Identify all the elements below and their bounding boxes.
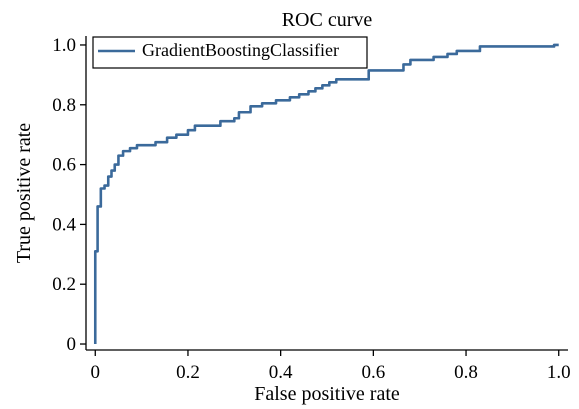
y-axis-ticks: 0 0.2 0.4 0.6 0.8 1.0: [52, 35, 86, 355]
x-tick-label: 0.8: [454, 362, 478, 383]
x-tick-label: 0: [91, 362, 101, 383]
y-tick-label: 0.4: [52, 214, 76, 235]
chart-title: ROC curve: [282, 9, 373, 31]
legend-box: [92, 36, 368, 69]
roc-curve-line: [93, 43, 559, 345]
x-tick-label: 0.2: [176, 362, 200, 383]
y-tick-label: 0.2: [52, 274, 76, 295]
x-tick-label: 0.6: [361, 362, 385, 383]
legend: GradientBoostingClassifier: [92, 36, 368, 69]
y-axis-label: True positive rate: [13, 123, 35, 263]
x-tick-label: 1.0: [547, 362, 571, 383]
y-tick-label: 0.6: [52, 155, 76, 176]
x-tick-label: 0.4: [269, 362, 293, 383]
x-axis-label: False positive rate: [254, 383, 400, 405]
y-tick-label: 1.0: [52, 35, 76, 56]
legend-label: GradientBoostingClassifier: [142, 40, 339, 60]
y-tick-label: 0: [67, 334, 77, 355]
y-tick-label: 0.8: [52, 95, 76, 116]
x-axis-ticks: 0 0.2 0.4 0.6 0.8 1.0: [91, 350, 571, 383]
